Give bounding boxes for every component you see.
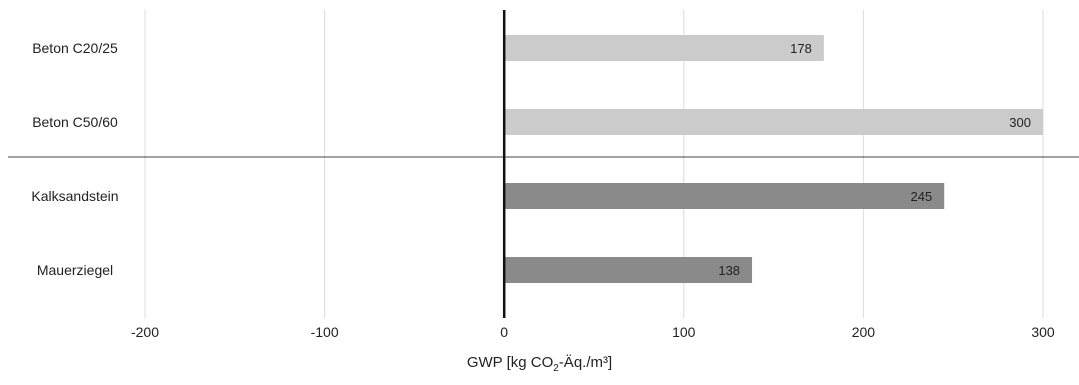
data-label: 245 (911, 189, 933, 204)
category-labels: Beton C20/25 Beton C50/60 Kalksandstein Mau… (31, 40, 118, 278)
data-label: 178 (790, 41, 812, 56)
x-axis-label: GWP [kg CO2-Äq./m³] (0, 354, 1079, 374)
vertical-gridlines (144, 10, 1044, 318)
bar (504, 35, 824, 61)
x-tick-labels: -200 -100 0 100 200 300 (131, 324, 1055, 340)
bar (504, 257, 753, 283)
x-tick-label: 0 (500, 324, 508, 340)
bar (504, 109, 1043, 135)
x-tick-label: 300 (1031, 324, 1055, 340)
category-label: Beton C20/25 (32, 40, 118, 56)
bars (504, 35, 1043, 283)
data-label: 138 (718, 263, 740, 278)
category-label: Beton C50/60 (32, 114, 118, 130)
x-tick-label: -100 (311, 324, 339, 340)
data-label: 300 (1009, 115, 1031, 130)
data-labels: 178 300 245 138 (718, 41, 1031, 278)
bar (504, 183, 945, 209)
category-label: Kalksandstein (31, 188, 118, 204)
x-tick-label: 200 (852, 324, 876, 340)
x-axis-label-text: GWP [kg CO (466, 354, 554, 371)
x-axis-label-subscript: 2 (553, 363, 559, 374)
category-label: Mauerziegel (37, 262, 113, 278)
x-tick-label: -200 (131, 324, 159, 340)
x-tick-label: 100 (672, 324, 696, 340)
x-axis-label-text-end: -Äq./m³] (558, 354, 613, 371)
